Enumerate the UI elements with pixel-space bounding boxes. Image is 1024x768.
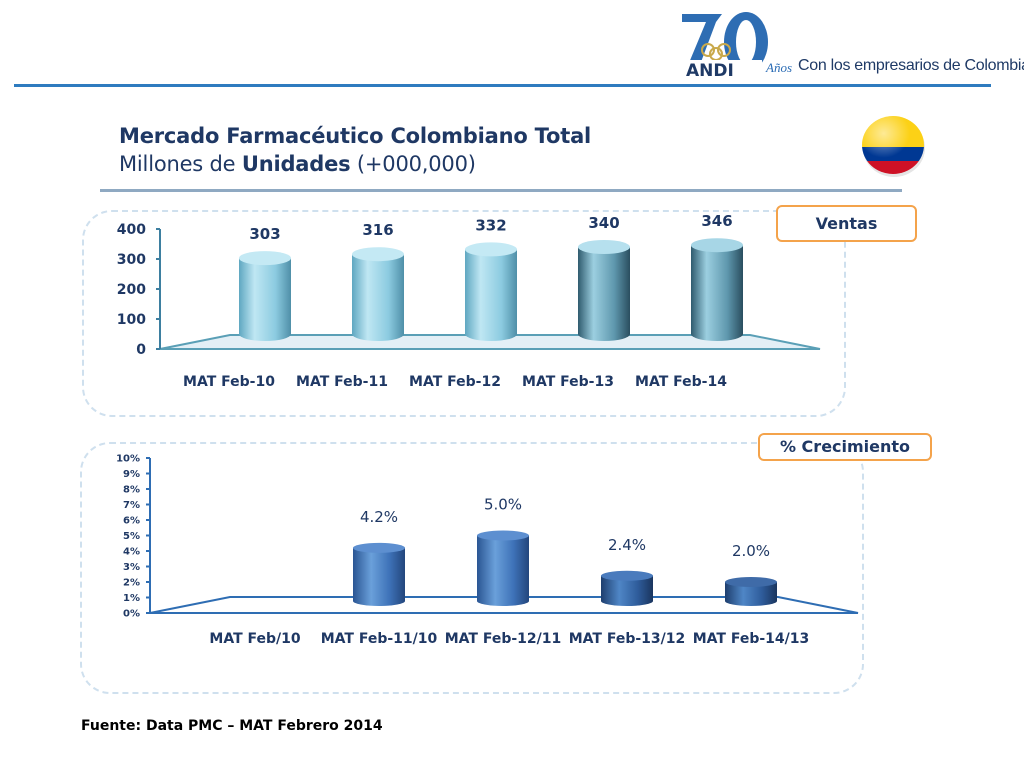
y-tick-label: 3% (123, 562, 140, 573)
y-tick-label: 300 (117, 252, 146, 268)
bar (601, 575, 653, 606)
y-tick-label: 1% (123, 593, 140, 604)
bar (353, 547, 405, 606)
data-label: 4.2% (360, 508, 398, 526)
andi-70-logo-mark: ANDI (682, 12, 768, 80)
bar (239, 258, 291, 341)
data-label: 5.0% (484, 496, 522, 514)
y-tick-label: 200 (117, 282, 146, 298)
bar-cap (725, 577, 777, 587)
logo-brand: ANDI (686, 61, 734, 80)
bar (691, 245, 743, 341)
category-label: MAT Feb-11/10 (321, 631, 438, 647)
andi-logo: ANDI Años Con los empresarios de Colombi… (676, 8, 1024, 80)
category-label: MAT Feb-12 (409, 374, 501, 390)
bar (352, 254, 404, 341)
y-tick-label: 8% (123, 485, 140, 496)
y-tick-label: 6% (123, 516, 140, 527)
page-subtitle: Millones de Unidades (+000,000) (119, 152, 476, 176)
data-label: 332 (475, 216, 506, 234)
category-label: MAT Feb-14/13 (693, 631, 810, 647)
category-label: MAT Feb-10 (183, 374, 275, 390)
source-note: Fuente: Data PMC – MAT Febrero 2014 (81, 718, 383, 734)
category-label: MAT Feb-13/12 (569, 631, 686, 647)
category-label: MAT Feb-11 (296, 374, 388, 390)
data-label: 316 (362, 221, 393, 239)
bar-cap (691, 238, 743, 253)
logo-years: Años (766, 60, 792, 75)
sales-chart-panel (82, 210, 846, 417)
y-tick-label: 100 (117, 312, 146, 328)
chart-floor (159, 334, 821, 350)
bar-cap (465, 242, 517, 257)
category-label: MAT Feb-14 (635, 374, 727, 390)
bar-cap (601, 570, 653, 581)
logo-tagline: Con los empresarios de Colombia (798, 57, 1024, 74)
growth-bar-chart: 0% 1% 2% 3% 4% 5% 6% 7% 8% 9% 10% MAT Feb/10 4.2% MAT… (116, 454, 859, 647)
category-label: MAT Feb-12/11 (445, 631, 562, 647)
subtitle-bold: Unidades (241, 152, 351, 176)
bar-cap (578, 240, 630, 254)
header-divider (14, 84, 991, 87)
data-label: 346 (701, 212, 732, 230)
bar (578, 247, 630, 341)
page-title: Mercado Farmacéutico Colombiano Total (119, 124, 592, 148)
sales-chart-title: Ventas (776, 205, 917, 242)
bar (477, 535, 529, 606)
y-tick-label: 9% (123, 469, 140, 480)
bar (465, 249, 517, 341)
sales-bar-chart: 0 100 200 300 400 303 MAT Feb-10 316 MAT Feb-11 3… (117, 212, 821, 390)
y-tick-label: 0 (136, 342, 146, 358)
y-tick-label: 4% (123, 547, 140, 558)
data-label: 340 (588, 214, 619, 232)
title-divider (100, 189, 902, 192)
data-label: 2.4% (608, 536, 646, 554)
data-label: 303 (249, 225, 280, 243)
bar-cap (239, 251, 291, 266)
subtitle-suffix: (+000,000) (350, 152, 476, 176)
category-label: MAT Feb-13 (522, 374, 614, 390)
y-tick-label: 2% (123, 578, 140, 589)
bar-cap (353, 542, 405, 553)
y-tick-label: 400 (117, 222, 146, 238)
y-tick-label: 10% (116, 454, 140, 465)
bar (725, 582, 777, 606)
y-tick-label: 7% (123, 500, 140, 511)
colombia-flag-icon (862, 116, 925, 177)
bar-cap (477, 530, 529, 541)
growth-chart-panel (80, 442, 864, 694)
bar-cap (352, 247, 404, 262)
subtitle-prefix: Millones de (119, 152, 242, 176)
category-label: MAT Feb/10 (209, 631, 300, 647)
y-tick-label: 0% (123, 609, 140, 620)
growth-chart-title: % Crecimiento (758, 433, 932, 461)
y-tick-label: 5% (123, 531, 140, 542)
data-label: 2.0% (732, 542, 770, 560)
